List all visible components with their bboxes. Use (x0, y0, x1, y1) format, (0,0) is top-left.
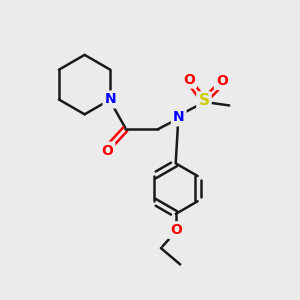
Text: N: N (104, 92, 116, 106)
Text: S: S (199, 94, 209, 109)
Text: O: O (216, 74, 228, 88)
Text: O: O (170, 223, 182, 237)
Text: O: O (183, 73, 195, 87)
Text: O: O (101, 144, 113, 158)
Text: N: N (173, 110, 184, 124)
